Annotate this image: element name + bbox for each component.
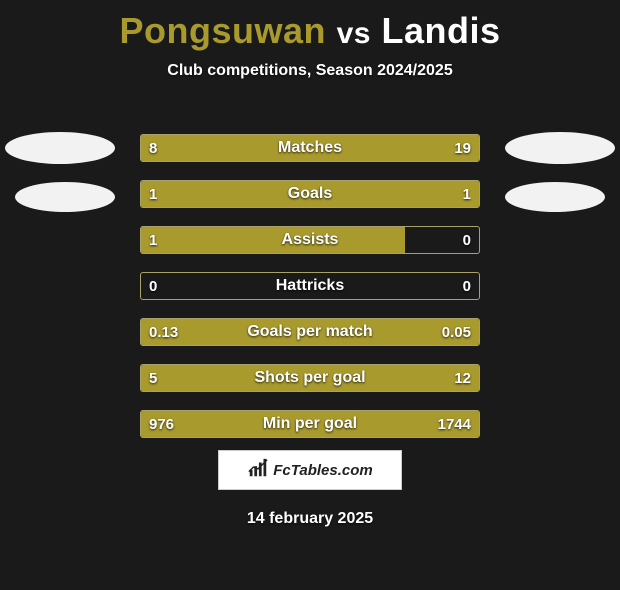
vs-text: vs bbox=[337, 17, 371, 50]
chart-icon bbox=[247, 457, 269, 484]
stat-row: 512Shots per goal bbox=[140, 364, 480, 392]
decor-ellipse-right-2 bbox=[505, 182, 605, 212]
stat-row: 11Goals bbox=[140, 180, 480, 208]
date-text: 14 february 2025 bbox=[0, 510, 620, 528]
decor-ellipse-right-1 bbox=[505, 132, 615, 164]
stat-value-right: 1744 bbox=[438, 411, 471, 437]
stat-value-right: 12 bbox=[454, 365, 471, 391]
branding-badge: FcTables.com bbox=[218, 450, 402, 490]
stat-value-left: 1 bbox=[149, 227, 157, 253]
player2-name: Landis bbox=[381, 10, 500, 51]
bar-fill-right bbox=[310, 181, 479, 207]
bar-fill-left bbox=[141, 181, 310, 207]
stat-value-left: 976 bbox=[149, 411, 174, 437]
stat-value-left: 0 bbox=[149, 273, 157, 299]
stat-value-left: 1 bbox=[149, 181, 157, 207]
stat-value-left: 0.13 bbox=[149, 319, 178, 345]
subtitle: Club competitions, Season 2024/2025 bbox=[0, 62, 620, 80]
decor-ellipse-left-1 bbox=[5, 132, 115, 164]
stat-value-left: 5 bbox=[149, 365, 157, 391]
comparison-title: Pongsuwan vs Landis bbox=[0, 10, 620, 52]
stat-value-right: 1 bbox=[463, 181, 471, 207]
stat-row: 0 0Hattricks bbox=[140, 272, 480, 300]
stat-row: 819Matches bbox=[140, 134, 480, 162]
stat-value-right: 0 bbox=[463, 227, 471, 253]
stat-bars: 819Matches11Goals10Assists00Hattricks0.1… bbox=[140, 134, 480, 456]
player1-name: Pongsuwan bbox=[120, 10, 327, 51]
branding-text: FcTables.com bbox=[273, 462, 372, 479]
decor-ellipse-left-2 bbox=[15, 182, 115, 212]
stat-row: 9761744Min per goal bbox=[140, 410, 480, 438]
stat-value-right: 0 bbox=[463, 273, 471, 299]
bar-fill-left bbox=[141, 227, 405, 253]
bar-fill-right bbox=[241, 135, 479, 161]
stat-row: 10Assists bbox=[140, 226, 480, 254]
stat-value-right: 19 bbox=[454, 135, 471, 161]
stat-label: Hattricks bbox=[141, 273, 479, 299]
stat-row: 0.130.05Goals per match bbox=[140, 318, 480, 346]
stat-value-left: 8 bbox=[149, 135, 157, 161]
stat-value-right: 0.05 bbox=[442, 319, 471, 345]
bar-fill-right bbox=[240, 365, 479, 391]
